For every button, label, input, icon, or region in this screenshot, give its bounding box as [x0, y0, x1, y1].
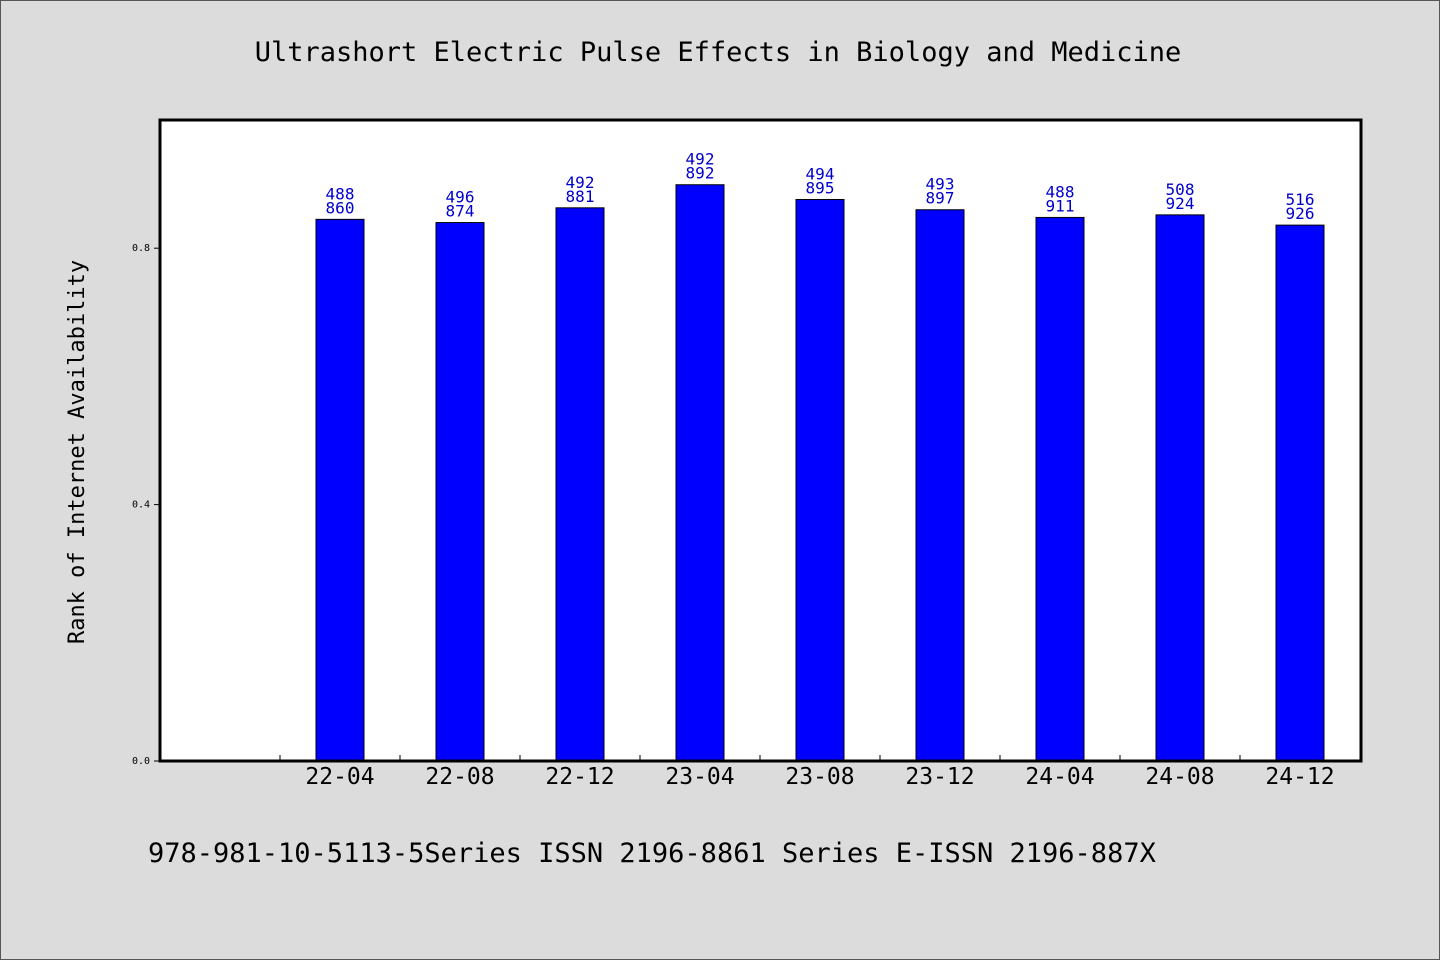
data-label-top-24-04: 488	[1046, 182, 1075, 201]
data-label-bottom-24-04: 911	[1046, 196, 1075, 215]
y-tick-label-0.8: 0.8	[132, 243, 150, 254]
bar-22-12	[555, 207, 605, 762]
bar-24-04	[1035, 216, 1085, 762]
data-label-top-23-04: 492	[686, 150, 715, 169]
data-label-bottom-23-12: 897	[926, 189, 955, 208]
y-tick-label-0.0: 0.0	[132, 756, 150, 767]
bar-22-08	[435, 222, 485, 762]
data-label-top-23-08: 494	[806, 164, 835, 183]
bar-23-08	[795, 198, 845, 762]
data-label-bottom-22-04: 860	[326, 198, 355, 217]
data-label-bottom-24-08: 924	[1166, 194, 1195, 213]
x-tick-label-23-12: 23-12	[905, 764, 974, 790]
data-label-bottom-22-08: 874	[446, 202, 475, 221]
data-label-bottom-23-04: 892	[686, 164, 715, 183]
bar-24-08	[1155, 214, 1205, 762]
y-axis-label: Rank of Internet Availability	[65, 260, 90, 644]
x-tick-label-24-08: 24-08	[1145, 764, 1214, 790]
data-label-bottom-22-12: 881	[566, 187, 595, 206]
x-tick-label-23-08: 23-08	[785, 764, 854, 790]
x-tick-label-23-04: 23-04	[665, 764, 734, 790]
data-label-top-22-04: 488	[326, 184, 355, 203]
bar-23-04	[675, 184, 725, 762]
x-tick-label-22-12: 22-12	[545, 764, 614, 790]
y-axis-ticks: 0.0 0.4 0.8	[132, 243, 160, 767]
x-tick-label-22-04: 22-04	[305, 764, 374, 790]
x-tick-label-22-08: 22-08	[425, 764, 494, 790]
data-label-top-22-08: 496	[446, 188, 475, 207]
bars-layer	[315, 184, 1325, 762]
bar-23-12	[915, 209, 965, 762]
x-tick-label-24-04: 24-04	[1025, 764, 1094, 790]
x-tick-label-24-12: 24-12	[1265, 764, 1334, 790]
data-label-bottom-24-12: 926	[1286, 204, 1315, 223]
data-label-top-22-12: 492	[566, 173, 595, 192]
x-axis-ticks: 22-04 22-08 22-12 23-04 23-08 23-12 24-04 24-08…	[279, 755, 1361, 790]
data-label-top-24-12: 516	[1286, 190, 1315, 209]
data-label-top-23-12: 493	[926, 175, 955, 194]
chart-footer: 978-981-10-5113-5Series ISSN 2196-8861 S…	[148, 838, 1156, 869]
plot-border	[158, 118, 1363, 763]
data-label-bottom-23-08: 895	[806, 178, 835, 197]
data-label-top-24-08: 508	[1166, 180, 1195, 199]
bar-22-04	[315, 218, 365, 762]
y-tick-label-0.4: 0.4	[132, 500, 150, 511]
chart-title: Ultrashort Electric Pulse Effects in Bio…	[255, 37, 1182, 68]
bar-24-12	[1275, 224, 1325, 762]
